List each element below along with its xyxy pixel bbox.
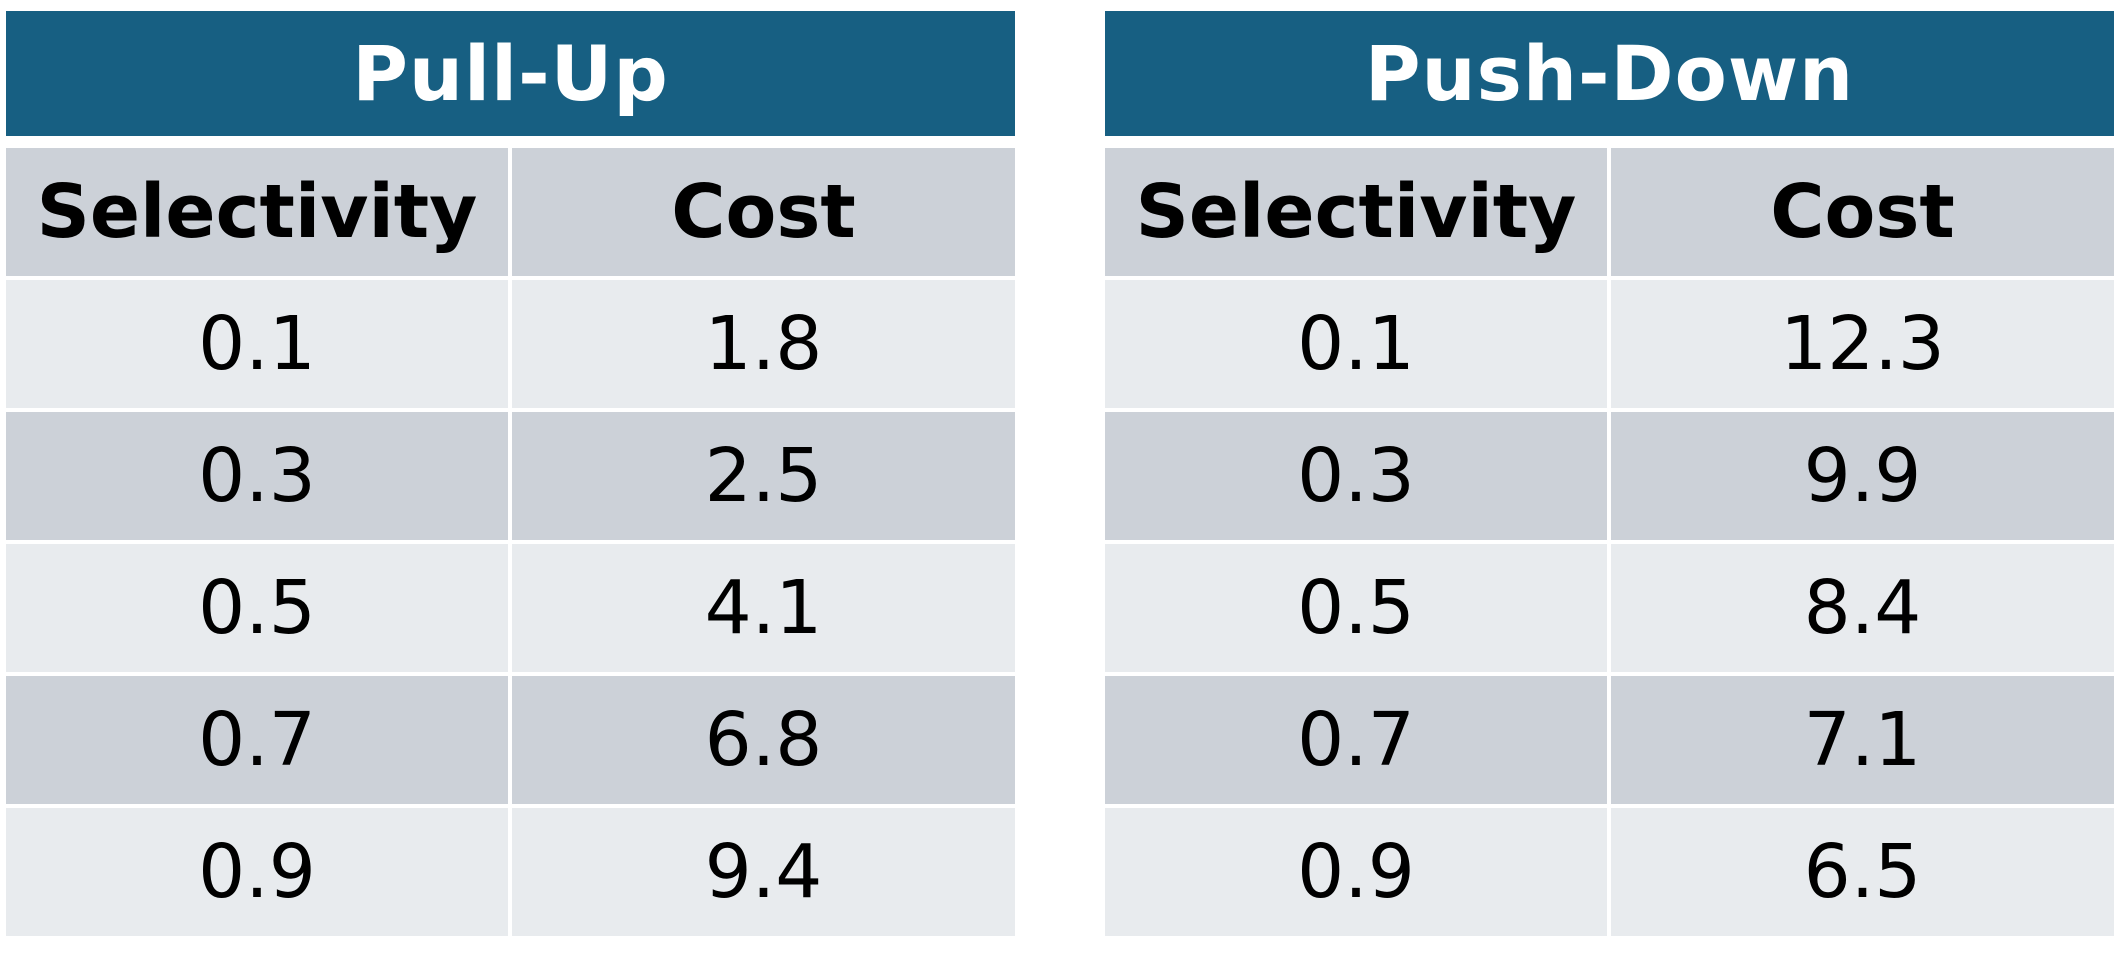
push-down-table: Push-Down Selectivity Cost 0.1 12.3 0.3 … [1105, 11, 2114, 936]
selectivity-cell: 0.9 [6, 808, 512, 936]
cost-cell: 12.3 [1780, 301, 1945, 387]
table-row: 0.3 2.5 [6, 412, 1015, 544]
table-row: 0.5 4.1 [6, 544, 1015, 676]
header-cost: Cost [1770, 169, 1955, 255]
header-cost: Cost [671, 169, 856, 255]
cost-cell: 2.5 [704, 433, 823, 519]
selectivity-cell: 0.1 [6, 280, 512, 408]
header-selectivity: Selectivity [1105, 148, 1611, 276]
table-header-row: Selectivity Cost [6, 148, 1015, 280]
selectivity-cell: 0.5 [1105, 544, 1611, 672]
cost-cell: 7.1 [1803, 697, 1922, 783]
table-header-row: Selectivity Cost [1105, 148, 2114, 280]
selectivity-cell: 0.9 [1105, 808, 1611, 936]
table-row: 0.9 6.5 [1105, 808, 2114, 936]
selectivity-cell: 0.7 [6, 676, 512, 804]
cost-cell: 6.8 [704, 697, 823, 783]
cost-cell: 1.8 [704, 301, 823, 387]
cost-cell: 9.4 [704, 829, 823, 915]
selectivity-cell: 0.5 [6, 544, 512, 672]
table-row: 0.5 8.4 [1105, 544, 2114, 676]
pull-up-title: Pull-Up [6, 11, 1015, 136]
cost-cell: 9.9 [1803, 433, 1922, 519]
selectivity-cell: 0.7 [1105, 676, 1611, 804]
table-row: 0.9 9.4 [6, 808, 1015, 936]
table-row: 0.3 9.9 [1105, 412, 2114, 544]
table-row: 0.7 7.1 [1105, 676, 2114, 808]
table-row: 0.1 12.3 [1105, 280, 2114, 412]
push-down-title: Push-Down [1105, 11, 2114, 136]
cost-cell: 6.5 [1803, 829, 1922, 915]
title-divider [1105, 136, 2114, 148]
cost-cell: 4.1 [704, 565, 823, 651]
title-divider [6, 136, 1015, 148]
selectivity-cell: 0.1 [1105, 280, 1611, 408]
header-selectivity: Selectivity [6, 148, 512, 276]
selectivity-cell: 0.3 [6, 412, 512, 540]
pull-up-table: Pull-Up Selectivity Cost 0.1 1.8 0.3 2.5… [6, 11, 1015, 936]
table-row: 0.7 6.8 [6, 676, 1015, 808]
table-row: 0.1 1.8 [6, 280, 1015, 412]
cost-cell: 8.4 [1803, 565, 1922, 651]
selectivity-cell: 0.3 [1105, 412, 1611, 540]
